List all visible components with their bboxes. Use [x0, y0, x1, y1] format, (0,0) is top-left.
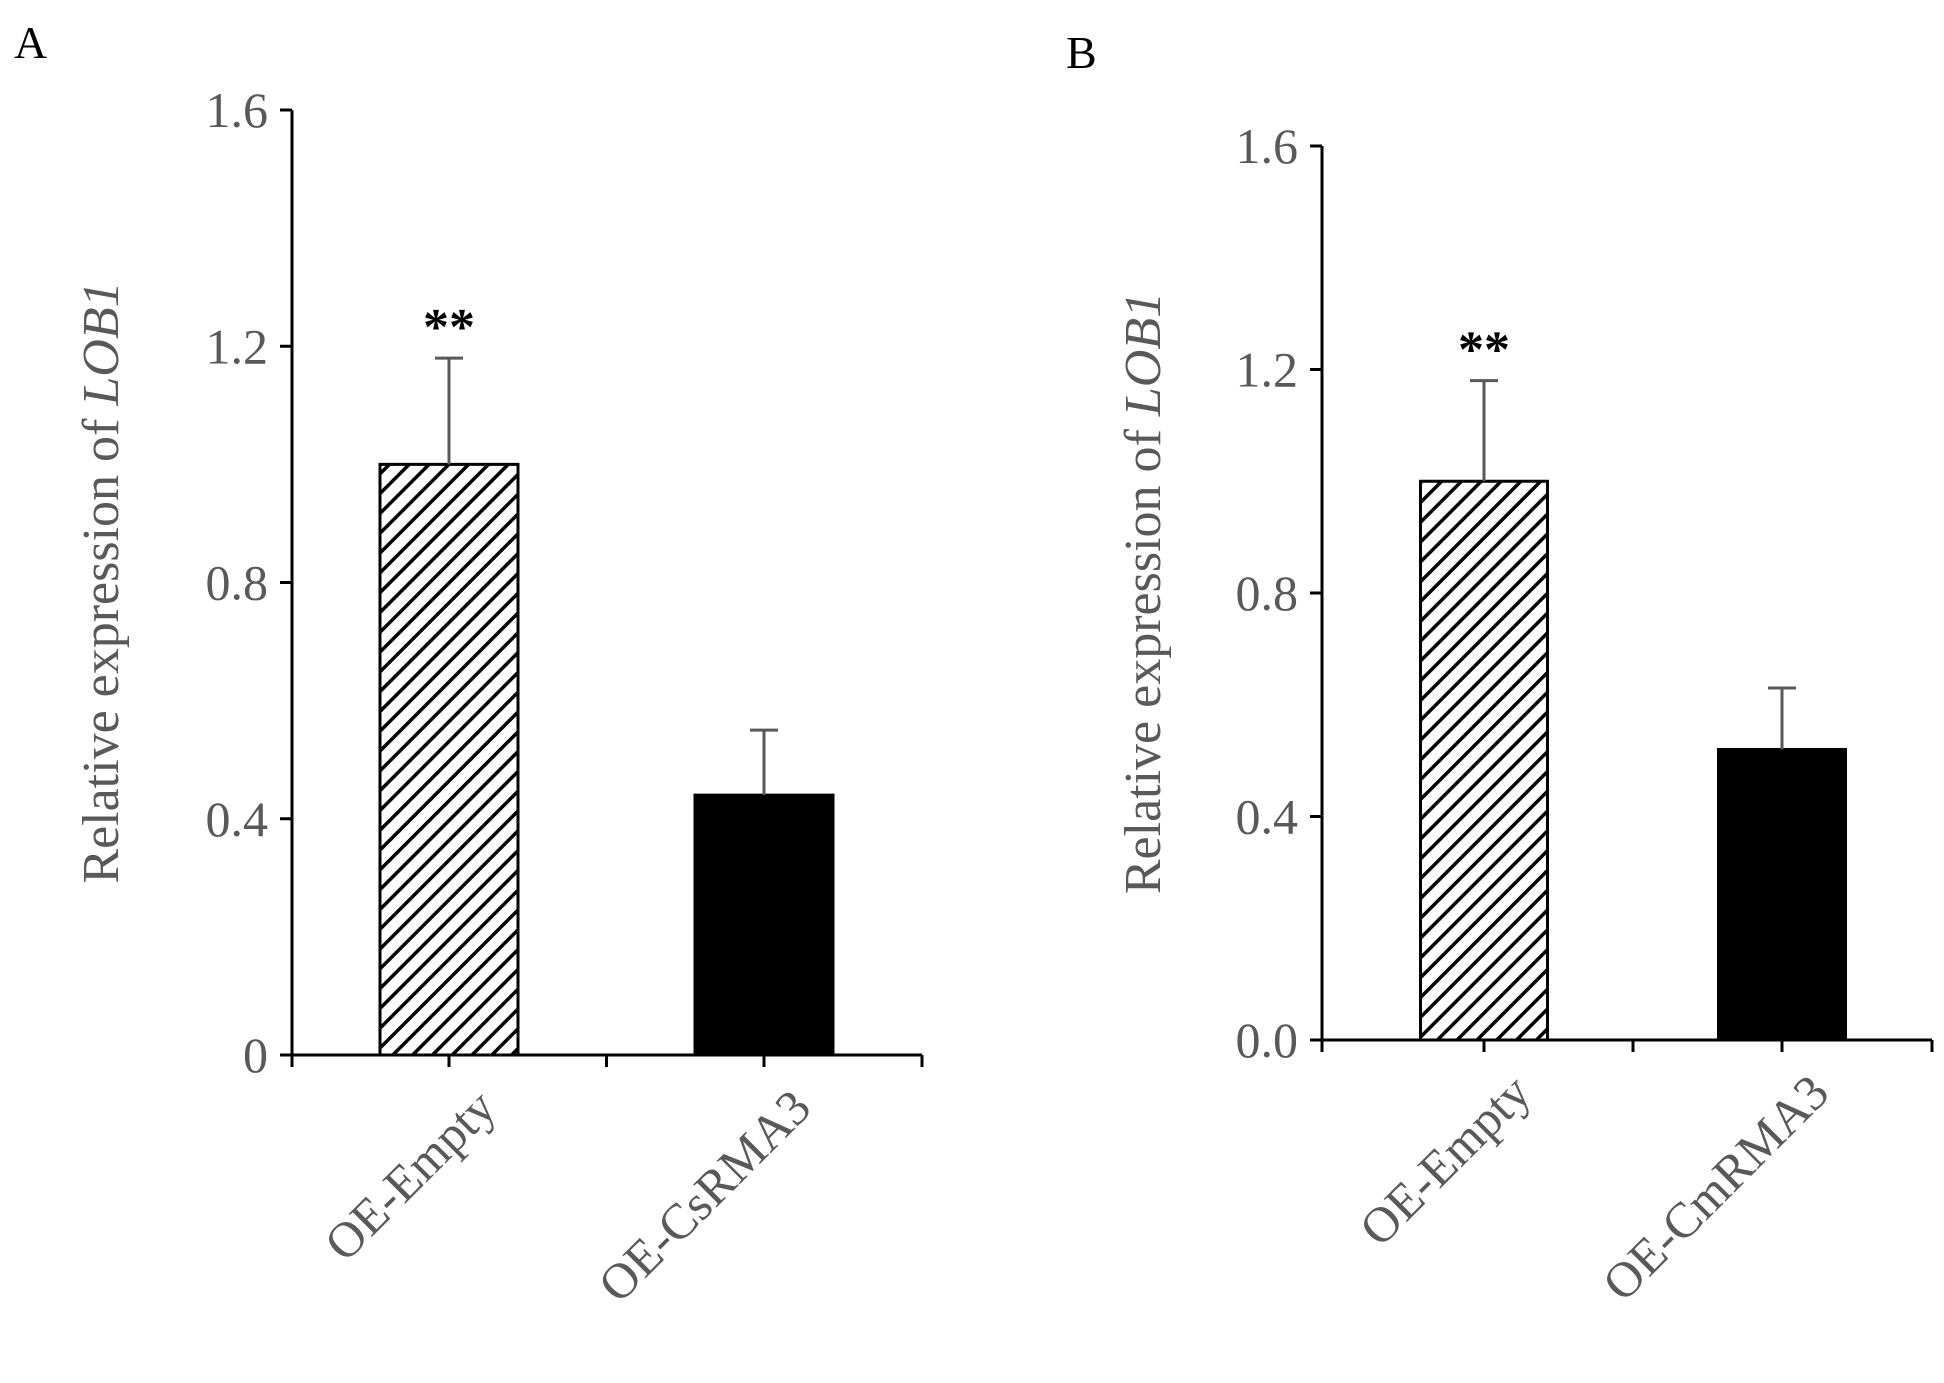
panel-label: B: [1066, 27, 1097, 78]
y-tick-label: 1.6: [1236, 118, 1299, 174]
y-tick-label: 0: [243, 1027, 268, 1083]
y-tick-label: 1.2: [206, 318, 269, 374]
y-tick-label: 0.8: [1236, 565, 1299, 621]
bar-oe-empty: [378, 462, 520, 1057]
y-tick-label: 1.2: [1236, 342, 1299, 398]
panel-label: A: [14, 17, 47, 68]
y-axis-label-gene: LOB1: [1115, 292, 1172, 417]
y-tick-label: 0.8: [206, 555, 269, 611]
y-tick-label: 1.6: [206, 82, 269, 138]
y-axis-label-prefix: Relative expression of: [1115, 416, 1172, 894]
significance-marker: **: [1458, 322, 1510, 379]
y-axis-label-gene: LOB1: [73, 281, 130, 406]
bar-oe-csrma3: [693, 793, 835, 1057]
significance-marker: **: [423, 299, 475, 356]
y-tick-label: 0.0: [1236, 1012, 1299, 1068]
y-axis-label: Relative expression of LOB1: [73, 281, 130, 883]
bar-oe-empty: [1419, 479, 1549, 1042]
y-tick-label: 0.4: [1236, 789, 1299, 845]
bar-oe-cmrma3: [1717, 747, 1847, 1042]
y-axis-label: Relative expression of LOB1: [1115, 292, 1172, 894]
y-tick-label: 0.4: [206, 791, 269, 847]
y-axis-label-prefix: Relative expression of: [73, 406, 130, 884]
